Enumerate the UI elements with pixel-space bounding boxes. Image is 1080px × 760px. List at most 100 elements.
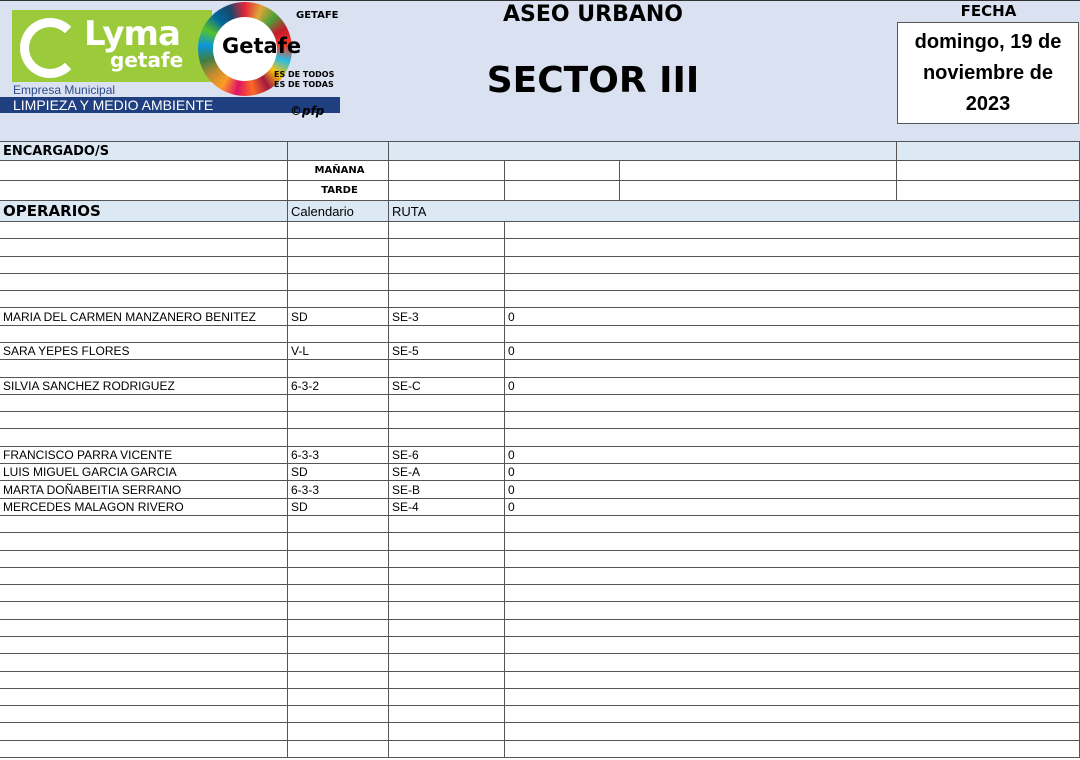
operario-ruta[interactable]: SE-A xyxy=(389,464,505,481)
operario-name[interactable] xyxy=(0,602,288,620)
operario-value[interactable] xyxy=(505,723,1080,741)
operario-name[interactable] xyxy=(0,689,288,706)
operario-value[interactable]: 0 xyxy=(505,447,1080,464)
operario-calendario[interactable] xyxy=(288,222,389,239)
operario-ruta[interactable] xyxy=(389,429,505,447)
operario-value[interactable] xyxy=(505,551,1080,568)
col-ruta[interactable]: RUTA xyxy=(389,201,1080,222)
operario-ruta[interactable]: SE-B xyxy=(389,481,505,499)
operario-value[interactable] xyxy=(505,654,1080,672)
operario-name[interactable] xyxy=(0,723,288,741)
operario-calendario[interactable]: V-L xyxy=(288,343,389,360)
operario-value[interactable]: 0 xyxy=(505,481,1080,499)
operario-value[interactable]: 0 xyxy=(505,378,1080,395)
operario-name[interactable] xyxy=(0,360,288,378)
operario-value[interactable] xyxy=(505,568,1080,585)
operario-ruta[interactable] xyxy=(389,689,505,706)
operario-value[interactable] xyxy=(505,239,1080,257)
operario-ruta[interactable] xyxy=(389,585,505,602)
cell[interactable] xyxy=(505,181,620,201)
operario-ruta[interactable] xyxy=(389,602,505,620)
operario-calendario[interactable] xyxy=(288,326,389,343)
operario-value[interactable] xyxy=(505,257,1080,274)
operario-name[interactable] xyxy=(0,395,288,412)
operario-name[interactable] xyxy=(0,706,288,723)
operario-ruta[interactable] xyxy=(389,326,505,343)
operario-value[interactable] xyxy=(505,274,1080,291)
operario-ruta[interactable]: SE-6 xyxy=(389,447,505,464)
operario-name[interactable] xyxy=(0,654,288,672)
operario-value[interactable] xyxy=(505,741,1080,758)
operario-ruta[interactable] xyxy=(389,274,505,291)
operario-calendario[interactable] xyxy=(288,689,389,706)
operario-calendario[interactable] xyxy=(288,257,389,274)
shift-manana-label[interactable]: MAÑANA xyxy=(288,161,389,181)
operario-name[interactable] xyxy=(0,516,288,533)
operario-calendario[interactable] xyxy=(288,654,389,672)
operario-calendario[interactable]: 6-3-3 xyxy=(288,447,389,464)
operario-value[interactable] xyxy=(505,360,1080,378)
operario-value[interactable] xyxy=(505,222,1080,239)
operario-name[interactable] xyxy=(0,637,288,654)
operario-calendario[interactable] xyxy=(288,568,389,585)
operario-name[interactable] xyxy=(0,533,288,551)
operario-value[interactable] xyxy=(505,706,1080,723)
operario-ruta[interactable] xyxy=(389,516,505,533)
operario-ruta[interactable] xyxy=(389,533,505,551)
operario-name[interactable] xyxy=(0,568,288,585)
operario-value[interactable] xyxy=(505,585,1080,602)
operario-name[interactable] xyxy=(0,257,288,274)
operario-ruta[interactable] xyxy=(389,568,505,585)
shift-tarde-label[interactable]: TARDE xyxy=(288,181,389,201)
operario-value[interactable] xyxy=(505,429,1080,447)
operario-name[interactable]: MERCEDES MALAGON RIVERO xyxy=(0,499,288,516)
operario-value[interactable]: 0 xyxy=(505,343,1080,360)
operario-name[interactable]: MARTA DOÑABEITIA SERRANO xyxy=(0,481,288,499)
operario-ruta[interactable] xyxy=(389,551,505,568)
operario-ruta[interactable] xyxy=(389,723,505,741)
cell[interactable] xyxy=(620,161,897,181)
operario-name[interactable]: FRANCISCO PARRA VICENTE xyxy=(0,447,288,464)
cell[interactable] xyxy=(505,161,620,181)
operario-calendario[interactable] xyxy=(288,585,389,602)
operario-name[interactable] xyxy=(0,741,288,758)
operario-calendario[interactable] xyxy=(288,274,389,291)
cell[interactable] xyxy=(389,181,505,201)
operario-calendario[interactable] xyxy=(288,516,389,533)
operario-ruta[interactable] xyxy=(389,239,505,257)
operario-calendario[interactable]: SD xyxy=(288,499,389,516)
operario-ruta[interactable] xyxy=(389,741,505,758)
operario-name[interactable] xyxy=(0,412,288,429)
operario-value[interactable]: 0 xyxy=(505,499,1080,516)
operario-ruta[interactable] xyxy=(389,395,505,412)
operarios-label[interactable]: OPERARIOS xyxy=(0,201,288,222)
operario-value[interactable] xyxy=(505,602,1080,620)
operario-calendario[interactable] xyxy=(288,360,389,378)
operario-ruta[interactable] xyxy=(389,257,505,274)
operario-calendario[interactable] xyxy=(288,620,389,637)
operario-calendario[interactable] xyxy=(288,602,389,620)
operario-value[interactable] xyxy=(505,672,1080,689)
operario-calendario[interactable]: 6-3-3 xyxy=(288,481,389,499)
operario-calendario[interactable] xyxy=(288,637,389,654)
operario-value[interactable]: 0 xyxy=(505,308,1080,326)
operario-value[interactable] xyxy=(505,395,1080,412)
operario-ruta[interactable] xyxy=(389,360,505,378)
operario-name[interactable]: LUIS MIGUEL GARCIA GARCIA xyxy=(0,464,288,481)
operario-name[interactable] xyxy=(0,551,288,568)
operario-name[interactable] xyxy=(0,620,288,637)
col-calendario[interactable]: Calendario xyxy=(288,201,389,222)
encargados-label[interactable]: ENCARGADO/S xyxy=(0,141,288,161)
cell[interactable] xyxy=(897,141,1080,161)
encargado-tarde-name[interactable] xyxy=(0,181,288,201)
operario-ruta[interactable] xyxy=(389,412,505,429)
operario-value[interactable] xyxy=(505,689,1080,706)
operario-calendario[interactable] xyxy=(288,551,389,568)
operario-ruta[interactable] xyxy=(389,291,505,308)
operario-calendario[interactable] xyxy=(288,723,389,741)
operario-name[interactable] xyxy=(0,291,288,308)
operario-calendario[interactable] xyxy=(288,239,389,257)
operario-value[interactable] xyxy=(505,533,1080,551)
cell[interactable] xyxy=(897,181,1080,201)
cell[interactable] xyxy=(620,181,897,201)
